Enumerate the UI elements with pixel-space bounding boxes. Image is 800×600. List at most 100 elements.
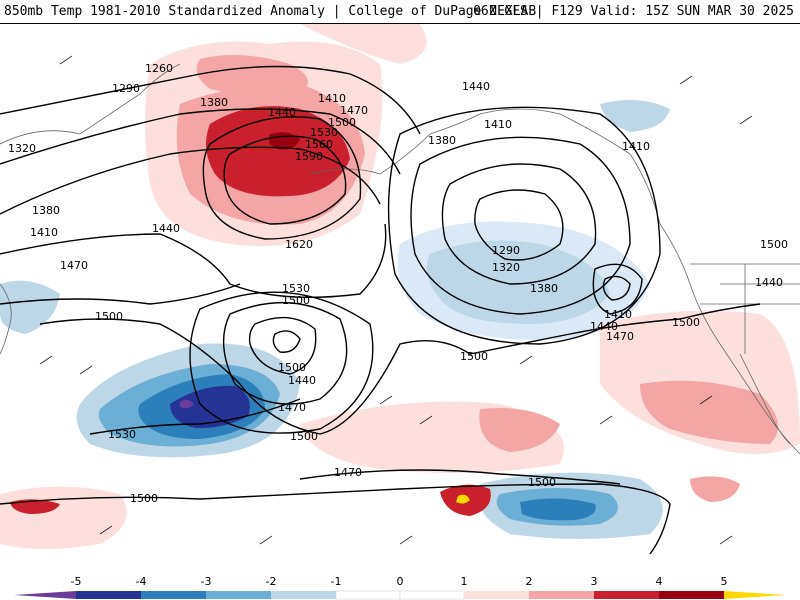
contour-north-high-mid (202, 116, 362, 240)
colorbar-swatch-pos05 (399, 590, 465, 600)
coastline-asia (0, 63, 181, 145)
contour-label: 1320 (8, 142, 36, 155)
colorbar-swatch-pos5 (724, 591, 786, 599)
weather-map: 1260 1290 1320 1380 1410 1440 1470 1500 … (0, 24, 800, 570)
cool-anomaly-southwest-core (170, 385, 250, 429)
contour-label: 1470 (340, 104, 368, 117)
cool-anomaly-southwest-peak (180, 399, 194, 409)
cool-anomaly-tropical-core (520, 498, 596, 521)
map-title: 850mb Temp 1981-2010 Standardized Anomal… (4, 4, 537, 19)
coastline-baja (739, 353, 791, 445)
contour-label: 1440 (755, 276, 783, 289)
contour-northeast-low-inner (474, 189, 564, 261)
contour-small-low-outer (592, 263, 643, 315)
colorbar-tick: -2 (266, 575, 277, 588)
contour-label: 1500 (760, 238, 788, 251)
height-contours (0, 65, 761, 555)
warm-anomaly-southeast (690, 476, 740, 502)
wind-barbs (39, 55, 753, 545)
coastline-japan (0, 283, 12, 355)
contour-label: 1410 (30, 226, 58, 239)
colorbar-tick: -5 (71, 575, 82, 588)
warm-anomaly-southcentral-strong (479, 408, 560, 452)
contour-label: 1410 (604, 308, 632, 321)
contour-label: 1530 (282, 282, 310, 295)
contour-label: 1410 (622, 140, 650, 153)
colorbar-swatch-neg05 (335, 590, 401, 600)
colorbar-tick: 4 (656, 575, 663, 588)
colorbar-tick: 2 (526, 575, 533, 588)
contour-label: 1560 (305, 138, 333, 151)
colorbar-swatch-neg1 (271, 591, 336, 599)
state-borders (690, 263, 800, 354)
contour-label: 1290 (492, 244, 520, 257)
colorbar-tick: 1 (461, 575, 468, 588)
contour-4 (0, 223, 387, 299)
wind-barb (699, 395, 713, 405)
wind-barb (399, 535, 413, 545)
wind-barb (679, 75, 693, 85)
contour-label: 1440 (462, 80, 490, 93)
contour-label: 1470 (278, 401, 306, 414)
contour-label: 1620 (285, 238, 313, 251)
contour-northeast-low-outer2 (387, 106, 661, 345)
colorbar-tick: -1 (331, 575, 342, 588)
colorbar-swatch-neg4 (76, 591, 141, 599)
wind-barb (599, 415, 613, 425)
colorbar-swatch-pos2 (529, 591, 594, 599)
contour-label: 1290 (112, 82, 140, 95)
contour-label: 1530 (108, 428, 136, 441)
contour-small-low (602, 275, 631, 301)
contour-labels: 1260 1290 1320 1380 1410 1440 1470 1500 … (8, 62, 788, 505)
colorbar-tick: 0 (397, 575, 404, 588)
contour-1530 (89, 398, 301, 435)
contour-label: 1500 (328, 116, 356, 129)
colorbar-swatch-pos4 (659, 591, 724, 599)
colorbar-swatch-pos1 (464, 591, 529, 599)
contour-label: 1320 (492, 261, 520, 274)
wind-barb (519, 355, 533, 365)
contour-label: 1530 (310, 126, 338, 139)
contour-1500-central (39, 303, 761, 435)
warm-anomaly-top-edge (300, 24, 427, 64)
wind-barb (739, 115, 753, 125)
contour-label: 1500 (290, 430, 318, 443)
wind-barb (259, 535, 273, 545)
wind-barb (419, 415, 433, 425)
contour-3 (0, 146, 381, 215)
contour-2 (0, 108, 401, 175)
colorbar-swatch-neg2 (206, 591, 271, 599)
colorbar-swatch-neg3 (141, 591, 206, 599)
contour-label: 1500 (528, 476, 556, 489)
colorbar-tick: 5 (721, 575, 728, 588)
contour-label: 1440 (590, 320, 618, 333)
contour-label: 1500 (130, 492, 158, 505)
contour-central-low-outer2 (189, 291, 374, 434)
wind-barb (59, 55, 73, 65)
contour-central-low-inner (272, 330, 301, 353)
coastline-northwest (659, 223, 800, 455)
colorbar: -5 -4 -3 -2 -1 0 1 2 3 4 5 (0, 570, 800, 600)
contour-label: 1500 (672, 316, 700, 329)
cool-anomaly-northeast-mid (426, 240, 610, 324)
contour-1500-lower (299, 469, 621, 485)
contour-5 (0, 283, 241, 305)
warm-anomaly-tropical-peak (456, 494, 470, 504)
contour-label: 1410 (318, 92, 346, 105)
contour-label: 1500 (278, 361, 306, 374)
warm-anomaly-southwest-strong (10, 499, 60, 514)
contour-label: 1470 (606, 330, 634, 343)
contour-label: 1260 (145, 62, 173, 75)
contour-label: 1440 (268, 106, 296, 119)
contour-label: 1470 (334, 466, 362, 479)
contour-label: 1500 (95, 310, 123, 323)
cool-anomaly-west (0, 280, 60, 334)
wind-barb (79, 365, 93, 375)
contour-label: 1590 (295, 150, 323, 163)
contour-label: 1380 (32, 204, 60, 217)
contour-central-low-outer (222, 301, 348, 405)
contour-label: 1500 (460, 350, 488, 363)
contour-label: 1440 (288, 374, 316, 387)
colorbar-swatch-pos3 (594, 591, 659, 599)
anomaly-shading (0, 24, 800, 549)
